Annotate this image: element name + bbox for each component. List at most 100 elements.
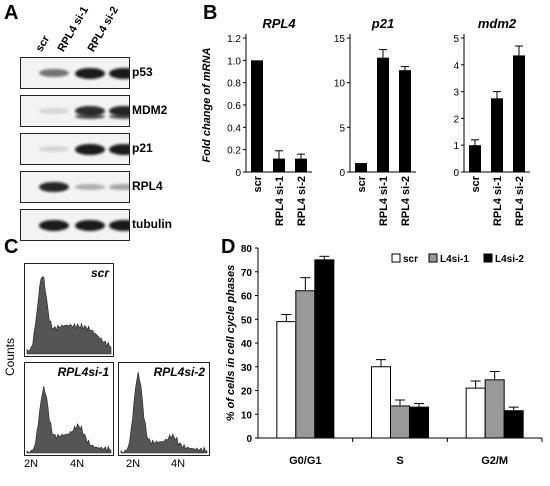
histogram-title: RPL4si-2 — [153, 365, 205, 379]
bar — [295, 158, 307, 172]
legend-label: L4si-1 — [440, 254, 469, 265]
chart-title: p21 — [371, 16, 394, 31]
blot-band — [75, 105, 105, 117]
blot-tubulin — [20, 209, 130, 241]
panel-label-c: C — [4, 236, 19, 258]
x-tick-label: RPL4 si-2 — [400, 176, 412, 226]
bar — [399, 70, 411, 172]
histogram-title: RPL4si-1 — [57, 365, 109, 379]
bar — [409, 406, 429, 439]
blot-p53 — [20, 57, 130, 89]
bar — [273, 158, 285, 172]
lane-label-si2: RPL4 si-2 — [85, 4, 122, 54]
lane-label-scr: scr — [33, 33, 53, 54]
bar — [371, 366, 391, 439]
y-tick-label: 5 — [339, 123, 345, 134]
y-axis-label: Fold change of mRNA — [201, 48, 213, 163]
y-tick-label: 3 — [453, 88, 459, 99]
y-tick-label: 50 — [241, 315, 253, 326]
rpl4-mrna-chart: RPL4 Fold change of mRNA 0 0.2 0.4 0.6 0.8 1.0 1… — [201, 16, 312, 226]
blot-band — [39, 68, 69, 78]
y-tick-label: 15 — [334, 34, 346, 45]
y-tick-label: 0 — [339, 168, 345, 179]
blot-band — [75, 143, 105, 155]
y-tick-label: 10 — [241, 410, 253, 421]
blot-band — [109, 219, 129, 231]
y-tick-label: 60 — [241, 292, 253, 303]
y-tick-label: 5 — [453, 34, 459, 45]
histogram-rpl4si-2: RPL4si-2 — [118, 362, 210, 456]
bar — [276, 321, 297, 439]
legend-swatch — [483, 253, 493, 263]
bar — [513, 55, 525, 172]
histogram-area — [120, 371, 208, 454]
mdm2-mrna-chart: mdm2 0 1 2 3 4 5 scr RPL4 si-1 RPL4 si-2 — [453, 16, 530, 226]
y-tick-label: 0.2 — [227, 146, 241, 157]
y-tick-label: 0.6 — [227, 101, 241, 112]
blot-mdm2 — [20, 95, 130, 127]
legend-label: L4si-2 — [495, 254, 524, 265]
histogram-ylabel: Counts — [3, 337, 17, 377]
y-tick-label: 70 — [241, 268, 253, 279]
y-tick-label: 20 — [241, 387, 253, 398]
y-tick-label: 0 — [453, 168, 459, 179]
x-tick-label: S — [396, 455, 403, 467]
bar — [295, 290, 316, 439]
bar — [377, 57, 389, 172]
blot-p21 — [20, 133, 130, 165]
blot-band — [39, 219, 69, 231]
x-tick-label: RPL4 si-1 — [378, 176, 390, 226]
panel-label-a: A — [4, 2, 19, 24]
bar — [503, 410, 524, 439]
histogram-area — [26, 276, 112, 355]
cell-cycle-chart: % of cells in cell cycle phases 0 10 20 30 40… — [225, 244, 543, 467]
blot-band — [75, 219, 105, 231]
blot-label-mdm2: MDM2 — [132, 103, 168, 117]
blot-band — [109, 105, 129, 117]
y-tick-label: 1.0 — [227, 56, 241, 67]
panel-label-d: D — [221, 236, 236, 258]
y-tick-label: 1.2 — [227, 34, 241, 45]
panel-label-b: B — [203, 2, 218, 24]
bar — [491, 98, 503, 172]
y-tick-label: 80 — [241, 244, 253, 255]
western-blot-panel: scr RPL4 si-1 RPL4 si-2 p53 MDM2 p21 RPL4 tu… — [0, 0, 200, 241]
bar — [469, 145, 481, 172]
hist-tick-4n: 4N — [171, 458, 186, 470]
y-tick-label: 0.8 — [227, 79, 241, 90]
blot-rpl4 — [20, 171, 130, 203]
chart-title: mdm2 — [478, 16, 517, 31]
bar — [314, 259, 335, 439]
hist-tick-2n: 2N — [126, 458, 141, 470]
x-tick-label: RPL4 si-2 — [296, 176, 308, 226]
bar — [355, 163, 367, 172]
y-tick-label: 40 — [241, 339, 253, 350]
histogram-area — [26, 386, 112, 454]
p21-mrna-chart: p21 0 5 10 15 scr RPL4 si-1 RPL4 si-2 — [334, 16, 416, 226]
blot-band — [109, 143, 129, 155]
y-tick-label: 2 — [453, 114, 459, 125]
chart-title: RPL4 — [262, 16, 296, 31]
y-tick-label: 10 — [334, 79, 346, 90]
histogram-scr: scr — [24, 263, 114, 357]
legend-label: scr — [403, 254, 418, 265]
hist-tick-2n: 2N — [24, 458, 39, 470]
blot-band — [109, 183, 129, 191]
blot-band — [39, 181, 69, 193]
blot-band — [39, 146, 69, 152]
x-tick-label: G0/G1 — [289, 455, 321, 467]
blot-label-p53: p53 — [132, 65, 153, 79]
blot-band — [109, 67, 129, 79]
bar — [484, 379, 505, 439]
histogram-title: scr — [90, 266, 109, 280]
y-tick-label: 0.4 — [227, 123, 241, 134]
x-tick-label: RPL4 si-2 — [514, 176, 526, 226]
y-tick-label: 4 — [453, 61, 459, 72]
hist-tick-4n: 4N — [70, 458, 85, 470]
legend-swatch — [428, 253, 438, 263]
blot-band — [75, 114, 105, 119]
x-tick-label: RPL4 si-1 — [492, 176, 504, 226]
bar — [251, 60, 263, 173]
x-tick-label: scr — [470, 175, 482, 192]
bar — [390, 405, 410, 439]
